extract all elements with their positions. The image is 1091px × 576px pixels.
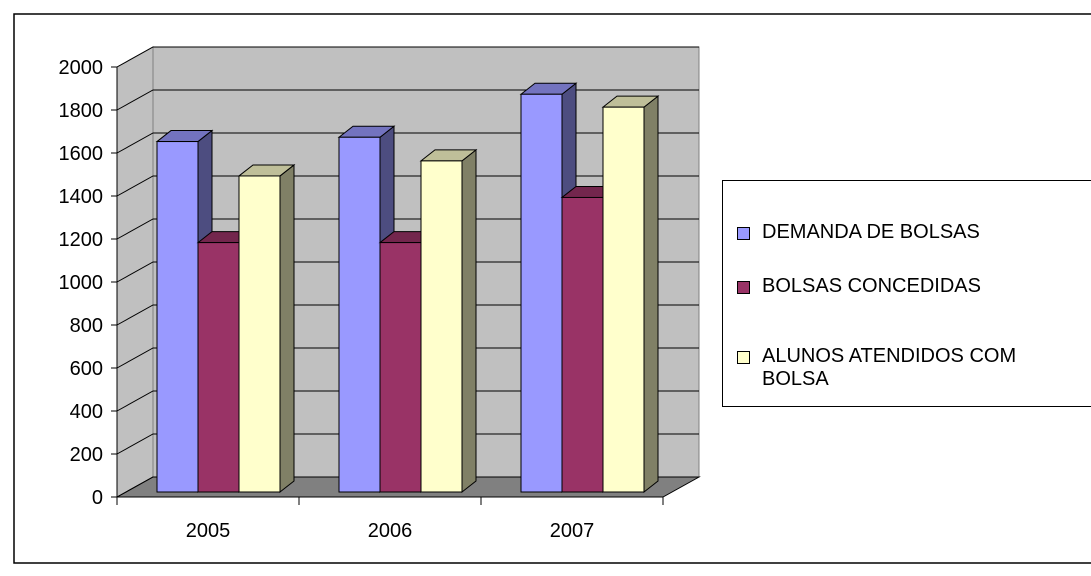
y-tick-label: 1400: [59, 186, 104, 208]
grid-line: [116, 46, 699, 68]
grid-line: [116, 347, 699, 369]
bar-side: [643, 95, 659, 494]
grid-line: [116, 175, 699, 197]
legend-entry: ALUNOS ATENDIDOS COM BOLSA: [737, 345, 1088, 391]
legend-label: ALUNOS ATENDIDOS COM BOLSA: [762, 345, 1017, 390]
bar: [238, 175, 281, 493]
y-tick-label: 1800: [59, 100, 104, 122]
y-tick-label: 400: [70, 401, 103, 423]
legend-swatch: [737, 227, 750, 240]
grid-line: [116, 89, 699, 111]
legend-label: BOLSAS CONCEDIDAS: [762, 275, 981, 297]
x-tick-label: 2005: [186, 520, 231, 542]
bar-side: [279, 163, 295, 494]
y-tick-label: 2000: [59, 57, 104, 79]
grid-line: [116, 476, 699, 498]
y-tick-label: 1200: [59, 229, 104, 251]
bar: [379, 242, 422, 493]
x-tick-label: 2006: [368, 520, 413, 542]
grid-line: [116, 390, 699, 412]
grid-line: [116, 261, 699, 283]
y-tick-label: 1000: [59, 272, 104, 294]
legend-swatch: [737, 281, 750, 294]
grid-line: [116, 433, 699, 455]
x-tick-label: 2007: [550, 520, 595, 542]
bar: [197, 242, 240, 493]
grid-line: [116, 304, 699, 326]
bar: [338, 136, 381, 493]
grid-line: [116, 132, 699, 154]
legend: DEMANDA DE BOLSAS BOLSAS CONCEDIDAS ALUNOS…: [722, 180, 1091, 407]
bar: [602, 106, 645, 493]
grid-line: [116, 218, 699, 240]
y-tick-label: 600: [70, 358, 103, 380]
legend-swatch: [737, 351, 750, 364]
bar-side: [461, 148, 477, 494]
legend-entry: BOLSAS CONCEDIDAS: [737, 275, 1088, 298]
legend-label: DEMANDA DE BOLSAS: [762, 221, 980, 243]
y-tick-label: 800: [70, 315, 103, 337]
y-tick-label: 0: [92, 487, 103, 509]
legend-entry: DEMANDA DE BOLSAS: [737, 221, 1088, 244]
bar: [420, 160, 463, 493]
bar: [156, 141, 199, 493]
bar: [520, 93, 563, 493]
bar: [561, 196, 604, 493]
y-tick-label: 1600: [59, 143, 104, 165]
y-tick-label: 200: [70, 444, 103, 466]
